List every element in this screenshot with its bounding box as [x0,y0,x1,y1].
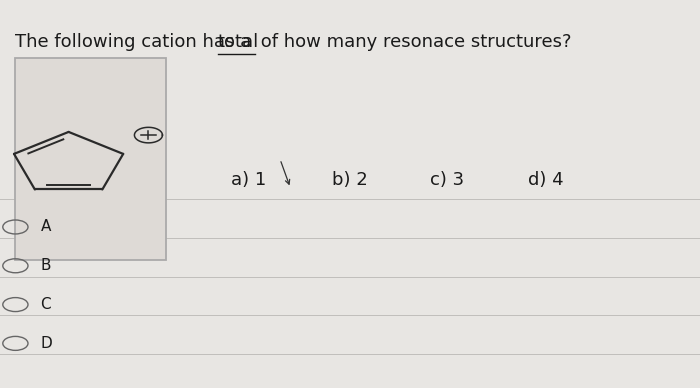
Text: The following cation has a: The following cation has a [15,33,258,51]
Text: B: B [41,258,51,273]
Text: of how many resonace structures?: of how many resonace structures? [256,33,572,51]
Text: D: D [41,336,52,351]
Text: C: C [41,297,51,312]
Text: d) 4: d) 4 [528,171,564,189]
Text: a) 1: a) 1 [231,171,266,189]
Text: b) 2: b) 2 [332,171,368,189]
Text: total: total [218,33,259,51]
Bar [15,58,166,260]
Text: c) 3: c) 3 [430,171,465,189]
Text: A: A [41,220,51,234]
